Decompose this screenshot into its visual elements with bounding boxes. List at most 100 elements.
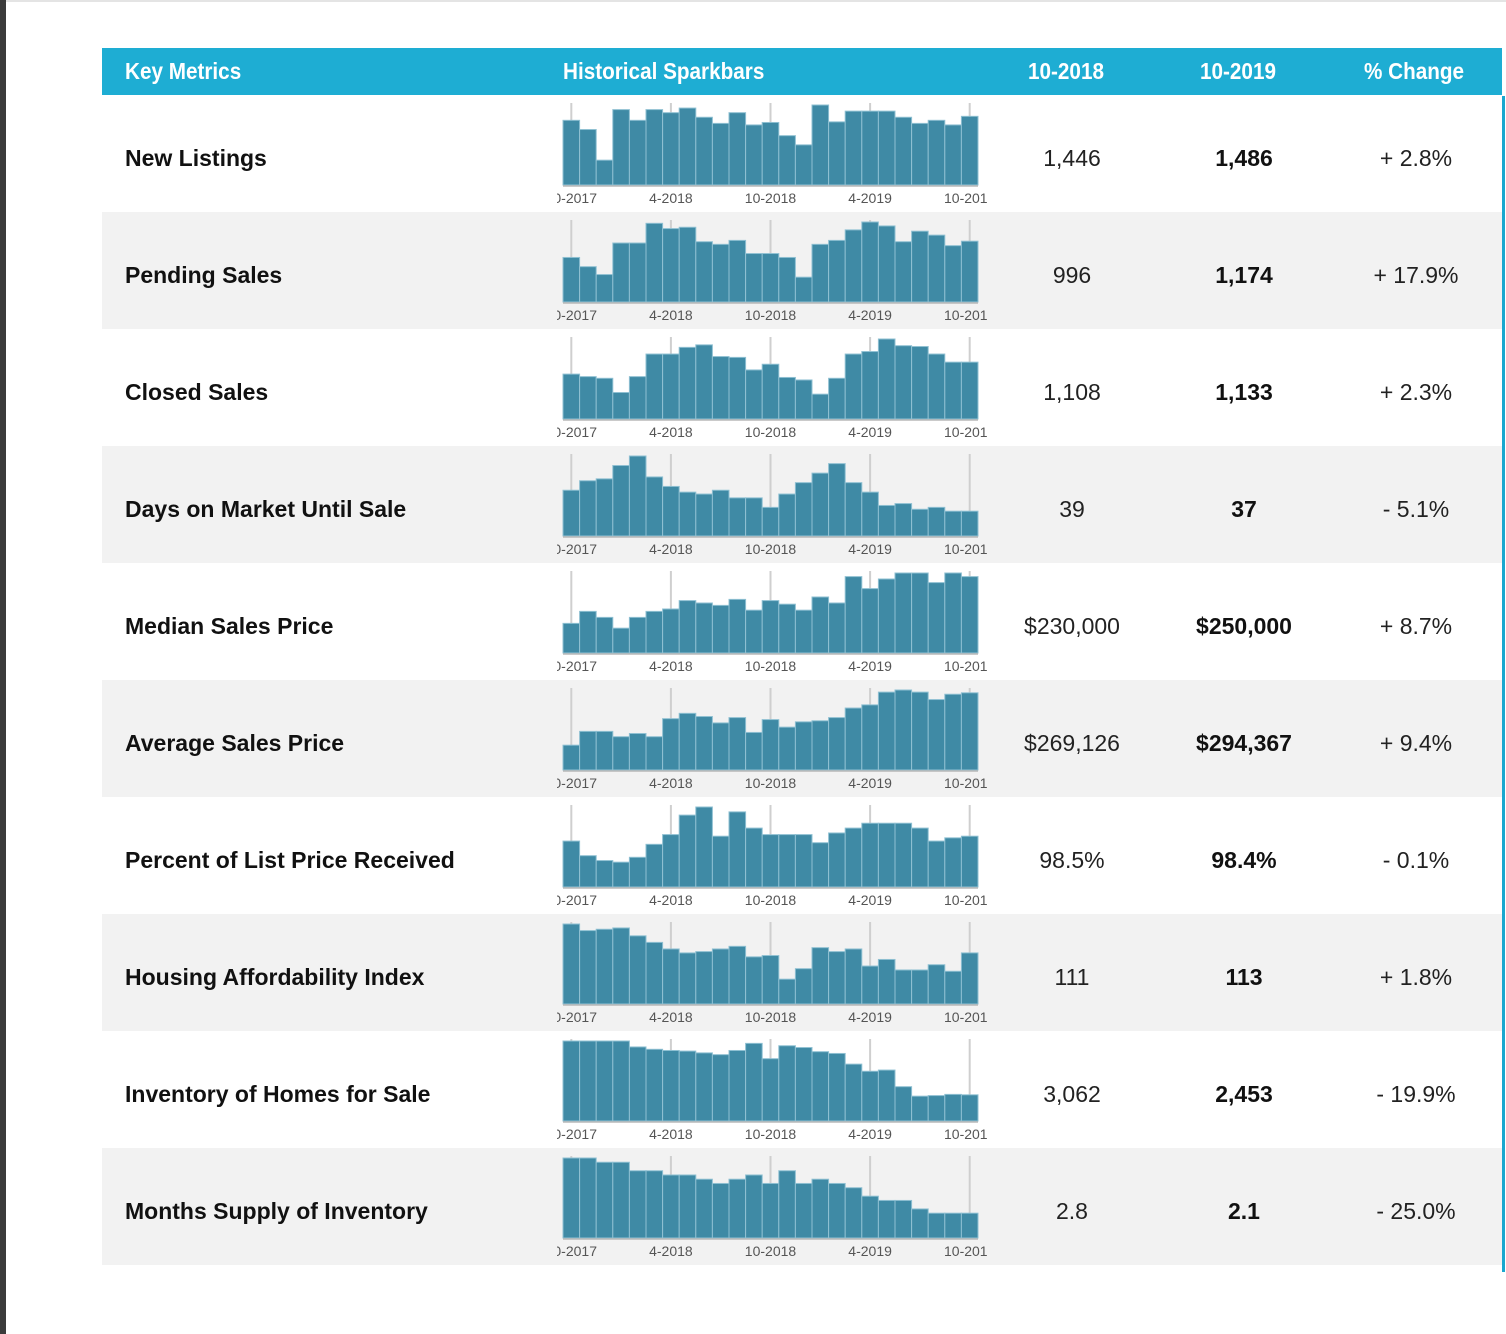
- spark-bar: [761, 253, 780, 303]
- spark-bar: [579, 855, 597, 888]
- spark-bar: [678, 226, 697, 303]
- spark-bar: [695, 806, 713, 888]
- spark-bar: [778, 1170, 796, 1239]
- spark-bar: [728, 497, 747, 537]
- spark-bar: [628, 856, 647, 888]
- spark-bar: [562, 1040, 581, 1122]
- tick-label: 4-2019: [848, 190, 892, 206]
- spark-bar: [761, 1182, 780, 1239]
- spark-bar: [894, 1086, 913, 1122]
- spark-bar: [861, 1070, 879, 1122]
- spark-bar: [662, 112, 680, 186]
- spark-bar: [861, 965, 879, 1005]
- spark-bar: [794, 379, 813, 420]
- tick-label: 10-2017: [557, 424, 597, 440]
- spark-bar: [811, 596, 830, 654]
- spark-bar: [960, 361, 979, 420]
- tick-label: 10-2019: [944, 307, 987, 323]
- spark-bar: [761, 1058, 780, 1122]
- spark-bar: [612, 861, 630, 888]
- metric-label: New Listings: [125, 145, 267, 171]
- spark-bar: [944, 837, 962, 888]
- spark-bar: [595, 928, 614, 1005]
- spark-bar: [877, 504, 896, 537]
- spark-bar: [794, 276, 813, 303]
- percent-change: - 0.1%: [1382, 847, 1450, 873]
- spark-bar: [828, 121, 846, 186]
- spark-bar: [745, 609, 763, 654]
- percent-change: + 2.8%: [1379, 145, 1453, 171]
- spark-bar: [562, 923, 581, 1005]
- spark-bar: [728, 945, 747, 1005]
- spark-bar: [678, 1174, 697, 1239]
- metric-row-inventory-of-homes-for-sale: Inventory of Homes for Sale 10-2017 4-2018…: [102, 1031, 1502, 1148]
- spark-bar: [628, 935, 647, 1005]
- spark-bar: [662, 718, 680, 771]
- spark-bar: [628, 1170, 647, 1239]
- tick-label: 4-2019: [848, 892, 892, 908]
- spark-bar: [628, 1046, 647, 1122]
- spark-bar: [844, 482, 863, 537]
- tick-label: 10-2019: [944, 775, 987, 791]
- tick-label: 4-2018: [649, 190, 693, 206]
- spark-bar: [579, 730, 597, 771]
- spark-bar: [944, 572, 962, 654]
- spark-bar: [761, 121, 780, 186]
- top-window-edge: [6, 0, 1506, 2]
- spark-bar: [761, 955, 780, 1005]
- spark-bar: [562, 840, 581, 888]
- spark-bar: [944, 970, 962, 1005]
- tick-label: 10-2019: [944, 1126, 987, 1142]
- spark-bar: [761, 834, 780, 888]
- value-10-2018: 3,062: [1043, 1081, 1101, 1107]
- value-10-2019: 1,174: [1215, 262, 1273, 288]
- tick-label: 10-2018: [745, 1126, 797, 1142]
- spark-bar: [944, 1093, 962, 1122]
- spark-bar: [828, 377, 846, 420]
- spark-bar: [645, 476, 664, 537]
- metric-row-closed-sales: Closed Sales10-20174-201810-20184-201910…: [102, 329, 1502, 446]
- metric-row-days-on-market-until-sale: Days on Market Until Sale10-20174-201810…: [102, 446, 1502, 563]
- value-10-2019: $250,000: [1196, 613, 1292, 639]
- tick-label: 10-2018: [745, 658, 797, 674]
- spark-bar: [579, 1157, 597, 1239]
- spark-bar: [612, 242, 630, 303]
- percent-change: + 9.4%: [1379, 730, 1453, 756]
- spark-bar: [579, 610, 597, 654]
- spark-bar: [695, 1052, 713, 1122]
- spark-bar: [844, 1187, 863, 1239]
- metric-label: Closed Sales: [125, 379, 269, 405]
- spark-bar: [711, 243, 730, 303]
- spark-bar: [695, 716, 713, 771]
- spark-bar: [678, 814, 697, 888]
- spark-bar: [861, 588, 879, 654]
- spark-bar: [861, 351, 879, 420]
- spark-bar: [811, 842, 830, 888]
- metric-label: Inventory of Homes for Sale: [125, 1081, 431, 1107]
- spark-bar: [944, 124, 962, 186]
- tick-label: 4-2019: [848, 1126, 892, 1142]
- tick-label: 4-2018: [649, 307, 693, 323]
- percent-change: + 2.3%: [1379, 379, 1453, 405]
- value-10-2019: 113: [1225, 964, 1263, 990]
- spark-bar: [811, 1178, 830, 1239]
- spark-bar: [628, 455, 647, 537]
- spark-bar: [911, 827, 929, 888]
- spark-bar: [894, 503, 913, 537]
- sparkbar-chart: 10-2017 4-2018 10-2018 4-2019 10-2019: [557, 571, 987, 674]
- metric-label: Housing Affordability Index: [125, 964, 425, 990]
- spark-bar: [562, 744, 581, 771]
- tick-label: 10-2018: [745, 190, 797, 206]
- spark-bar: [894, 689, 913, 771]
- spark-bar: [711, 722, 730, 771]
- value-10-2019: 1,133: [1215, 379, 1273, 405]
- spark-bar: [778, 493, 796, 537]
- header-key-metrics: Key Metrics: [125, 58, 242, 84]
- spark-bar: [911, 969, 929, 1005]
- tick-label: 10-2017: [557, 1243, 597, 1259]
- value-10-2018: 2.8: [1056, 1198, 1088, 1224]
- spark-bar: [612, 392, 630, 420]
- spark-bar: [944, 1212, 962, 1239]
- spark-bar: [711, 948, 730, 1005]
- tick-label: 10-2018: [745, 541, 797, 557]
